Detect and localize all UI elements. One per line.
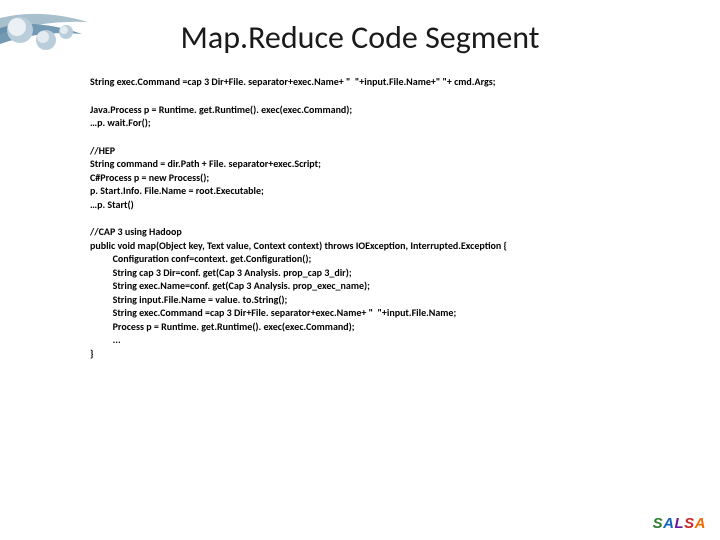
slide-title: Map.Reduce Code Segment [0, 0, 720, 75]
code-content: String exec.Command =cap 3 Dir+File. sep… [0, 75, 720, 360]
brand-letter: A [663, 515, 674, 532]
brand-letter: S [653, 515, 664, 532]
code-block: Java.Process p = Runtime. get.Runtime().… [90, 103, 630, 130]
brand-letter: L [674, 515, 684, 532]
brand-letter: S [684, 515, 695, 532]
code-block: //CAP 3 using Hadoop public void map(Obj… [90, 225, 630, 360]
brand-footer: SALSA [653, 515, 706, 532]
brand-letter: A [695, 515, 706, 532]
code-block: String exec.Command =cap 3 Dir+File. sep… [90, 75, 630, 89]
slide: Map.Reduce Code Segment String exec.Comm… [0, 0, 720, 540]
code-block: //HEP String command = dir.Path + File. … [90, 144, 630, 212]
